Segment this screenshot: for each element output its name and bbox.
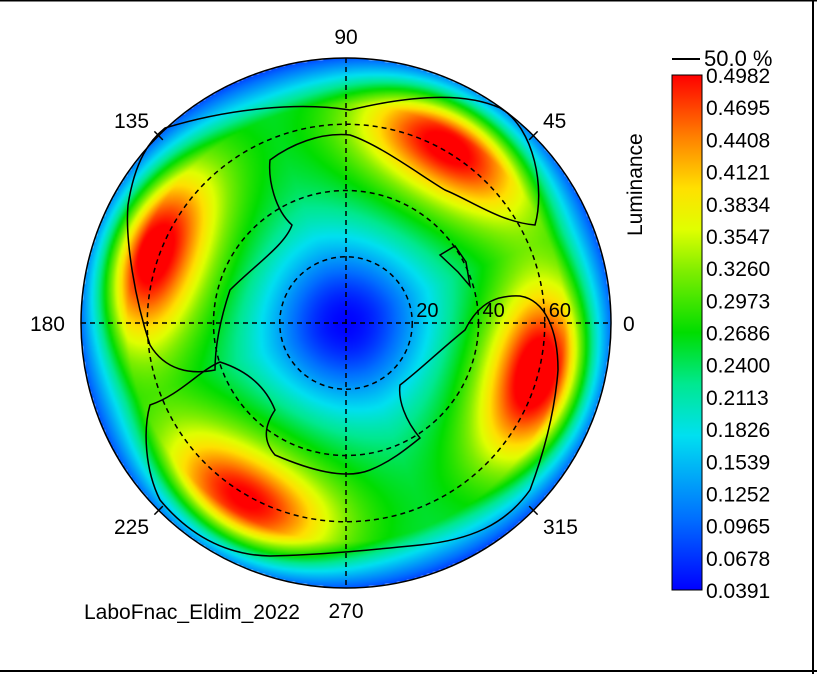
angle-labels: 0 45 90 135 180 225 270 315: [30, 26, 635, 623]
colorbar-title: Luminance: [624, 133, 647, 236]
colorbar-border: [671, 74, 703, 591]
colorbar-label: 0.0678: [706, 548, 770, 571]
angle-label-0: 0: [623, 313, 635, 336]
angle-label-90: 90: [334, 26, 357, 49]
colorbar-label: 0.2973: [706, 290, 770, 313]
colorbar-label: 0.0965: [706, 516, 770, 539]
colorbar-tick-labels: 0.4982 0.4695 0.4408 0.4121 0.3834 0.3547 0.32…: [706, 65, 771, 603]
radial-label-20: 20: [416, 300, 438, 322]
colorbar-label: 0.3260: [706, 258, 770, 281]
angle-label-270: 270: [328, 600, 363, 623]
contour-50pct: [126, 96, 559, 557]
polar-grid: [81, 58, 611, 588]
colorbar-label: 0.1826: [706, 419, 770, 442]
colorbar-label: 0.4982: [706, 65, 770, 88]
angle-ticks: [153, 130, 539, 516]
colorbar-label: 0.1252: [706, 483, 770, 506]
angle-tick-135: [153, 130, 164, 141]
angle-label-180: 180: [30, 313, 65, 336]
radial-label-40: 40: [483, 300, 505, 322]
contour-small: [438, 244, 472, 289]
angle-label-135: 135: [114, 110, 149, 133]
contour-legend-label: 50.0 %: [704, 46, 773, 71]
colorbar-label: 0.2686: [706, 323, 770, 346]
colorbar: [672, 75, 702, 590]
colorbar-label: 0.2113: [706, 387, 769, 410]
angle-tick-315: [528, 505, 539, 516]
radial-label-60: 60: [549, 300, 571, 322]
angle-tick-225: [153, 505, 164, 516]
colorbar-label: 0.3547: [706, 226, 770, 249]
angle-label-45: 45: [543, 110, 566, 133]
contour-upper: [126, 96, 540, 373]
colorbar-label: 0.0391: [706, 580, 770, 603]
radial-labels: 20 40 60: [416, 300, 571, 322]
colorbar-label: 0.2400: [706, 355, 770, 378]
colorbar-label: 0.4695: [706, 97, 770, 120]
colorbar-label: 0.1539: [706, 451, 770, 474]
colorbar-label: 0.3834: [706, 194, 771, 217]
outer-circle: [80, 57, 612, 589]
footer-label: LaboFnac_Eldim_2022: [84, 601, 300, 624]
angle-label-225: 225: [114, 516, 149, 539]
angle-tick-45: [528, 130, 539, 141]
colorbar-label: 0.4121: [706, 162, 770, 185]
colorbar-label: 0.4408: [706, 129, 770, 152]
contour-lower: [145, 295, 559, 557]
angle-label-315: 315: [543, 516, 578, 539]
